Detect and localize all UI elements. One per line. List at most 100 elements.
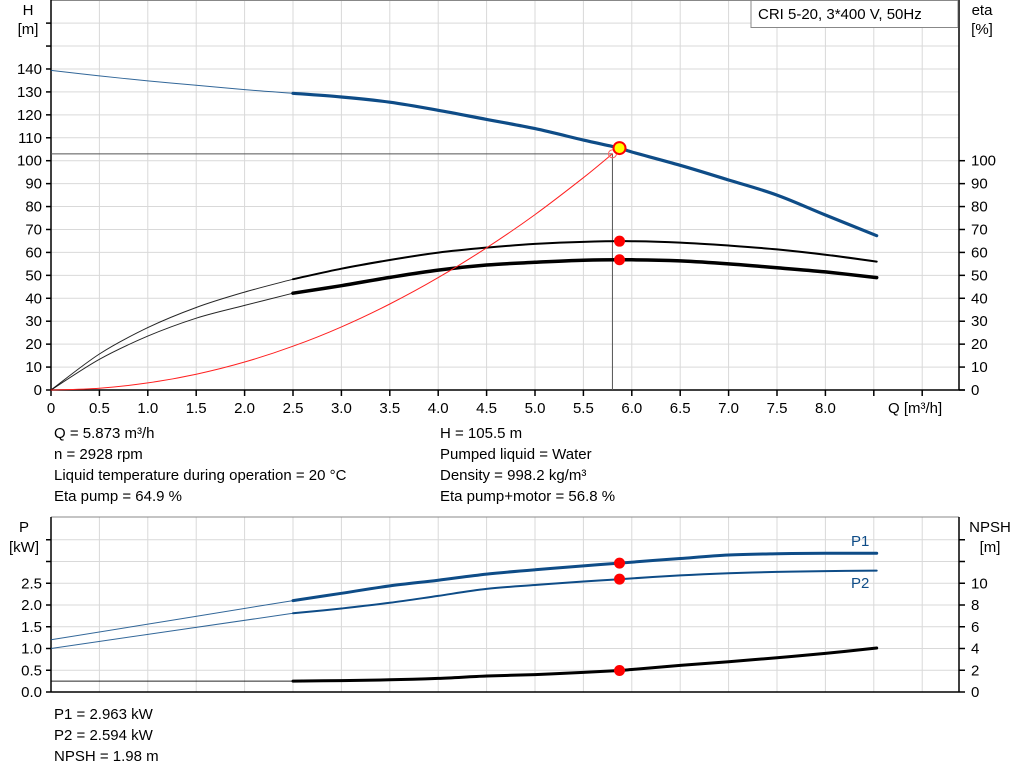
series-label-p1: P1 (851, 533, 869, 550)
y2-tick-label: 70 (971, 221, 988, 238)
p2-curve (292, 569, 878, 615)
y-tick-label: 2.5 (21, 575, 42, 592)
y2-tick-label: 60 (971, 244, 988, 261)
p2-curve-extrapolated (50, 612, 294, 649)
y2-axis-label-npsh: NPSH (969, 519, 1011, 536)
info-liquid-temperature: Liquid temperature during operation = 20… (54, 467, 347, 484)
head-curve (291, 91, 879, 238)
y-tick-label: 80 (25, 199, 42, 216)
y2-tick-label: 20 (971, 336, 988, 353)
eta-pump-motor-curve (291, 257, 879, 295)
y2-axis-unit-npsh: [m] (980, 539, 1001, 556)
y2-axis-label-eta: eta (972, 2, 994, 19)
x-tick-label: 2.5 (283, 400, 304, 417)
y-axis-unit-h: [m] (18, 21, 39, 38)
x-tick-label: 7.0 (718, 400, 739, 417)
x-tick-label: 7.5 (767, 400, 788, 417)
info-top-left: Q = 5.873 m³/h n = 2928 rpm Liquid tempe… (54, 423, 346, 507)
y2-tick-label: 0 (971, 684, 979, 701)
y-tick-label: 0.0 (21, 684, 42, 701)
info-p1: P1 = 2.963 kW (54, 706, 153, 723)
y-tick-label: 130 (17, 84, 42, 101)
info-p2: P2 = 2.594 kW (54, 727, 153, 744)
y2-axis-unit-eta: [%] (971, 21, 993, 38)
eta-pump-curve (292, 240, 878, 281)
x-tick-label: 0 (47, 400, 55, 417)
legend-box-text: CRI 5-20, 3*400 V, 50Hz (758, 6, 922, 23)
y2-tick-label: 80 (971, 199, 988, 216)
info-speed: n = 2928 rpm (54, 446, 143, 463)
x-tick-label: 3.5 (379, 400, 400, 417)
y2-tick-label: 90 (971, 176, 988, 193)
y2-tick-label: 10 (971, 575, 988, 592)
p1-curve (291, 551, 879, 603)
x-tick-label: 6.0 (621, 400, 642, 417)
y2-tick-label: 8 (971, 597, 979, 614)
y-axis-label-h: H (23, 2, 34, 19)
y-tick-label: 30 (25, 313, 42, 330)
y2-tick-label: 4 (971, 641, 979, 658)
y-tick-label: 0 (34, 382, 42, 399)
operating-point-npsh-marker (614, 664, 626, 676)
x-tick-label: 6.5 (670, 400, 691, 417)
y2-tick-label: 10 (971, 359, 988, 376)
y2-tick-label: 100 (971, 153, 996, 170)
system-curve-curve (50, 153, 613, 391)
series-label-p2: P2 (851, 575, 869, 592)
y-tick-label: 10 (25, 359, 42, 376)
info-flow: Q = 5.873 m³/h (54, 425, 155, 442)
y2-tick-label: 6 (971, 619, 979, 636)
head-efficiency-chart: 0 10 20 30 40 50 60 70 80 90 100 110 120 130 140 0 10 20 3… (17, 0, 996, 417)
y-tick-label: 60 (25, 244, 42, 261)
y-tick-label: 70 (25, 221, 42, 238)
info-head: H = 105.5 m (440, 425, 523, 442)
y-tick-label: 100 (17, 153, 42, 170)
x-tick-label: 1.5 (186, 400, 207, 417)
x-tick-label: 4.0 (428, 400, 449, 417)
legend-box: CRI 5-20, 3*400 V, 50Hz (750, 0, 959, 28)
x-tick-label: 2.0 (234, 400, 255, 417)
x-tick-label: 1.0 (137, 400, 158, 417)
y-tick-label: 40 (25, 290, 42, 307)
y-tick-label: 120 (17, 107, 42, 124)
eta-pump-curve-extrapolated (50, 278, 294, 391)
operating-point-head-marker (612, 141, 627, 156)
y2-tick-label: 50 (971, 267, 988, 284)
x-axis-label-q: Q [m³/h] (888, 400, 942, 417)
y-tick-label: 1.5 (21, 619, 42, 636)
y-tick-label: 2.0 (21, 597, 42, 614)
y2-tick-label: 2 (971, 662, 979, 679)
y2-tick-label: 40 (971, 290, 988, 307)
x-tick-label: 3.0 (331, 400, 352, 417)
x-tick-label: 5.0 (525, 400, 546, 417)
y-axis-unit-p: [kW] (9, 539, 39, 556)
power-npsh-chart: 0.0 0.5 1.0 1.5 2.0 2.5 0 2 4 6 8 10 (21, 516, 988, 701)
y2-tick-label: 0 (971, 382, 979, 399)
npsh-curve (291, 646, 879, 683)
info-eta-pump: Eta pump = 64.9 % (54, 488, 182, 505)
y-tick-label: 140 (17, 61, 42, 78)
y-tick-label: 0.5 (21, 662, 42, 679)
x-tick-label: 8.0 (815, 400, 836, 417)
y-tick-label: 20 (25, 336, 42, 353)
info-bottom: P1 = 2.963 kW P2 = 2.594 kW NPSH = 1.98 … (54, 704, 159, 767)
head-curve-extrapolated (50, 69, 294, 94)
y-axis-label-p: P (19, 519, 29, 536)
y-tick-label: 110 (18, 130, 42, 147)
eta-pump-motor-curve-extrapolated (50, 292, 294, 391)
operating-point-p2-marker (614, 573, 626, 585)
info-density: Density = 998.2 kg/m³ (440, 467, 587, 484)
x-tick-label: 0.5 (89, 400, 110, 417)
info-top-right: H = 105.5 m Pumped liquid = Water Densit… (440, 423, 615, 507)
operating-point-eta-pump-marker (614, 235, 626, 247)
operating-point-eta-pump-motor-marker (614, 254, 626, 266)
info-pumped-liquid: Pumped liquid = Water (440, 446, 592, 463)
y-tick-label: 1.0 (21, 641, 42, 658)
p1-curve-extrapolated (50, 600, 294, 641)
operating-point-p1-marker (614, 557, 626, 569)
y2-tick-label: 30 (971, 313, 988, 330)
info-npsh: NPSH = 1.98 m (54, 748, 159, 765)
x-tick-label: 5.5 (573, 400, 594, 417)
y-tick-label: 50 (25, 267, 42, 284)
